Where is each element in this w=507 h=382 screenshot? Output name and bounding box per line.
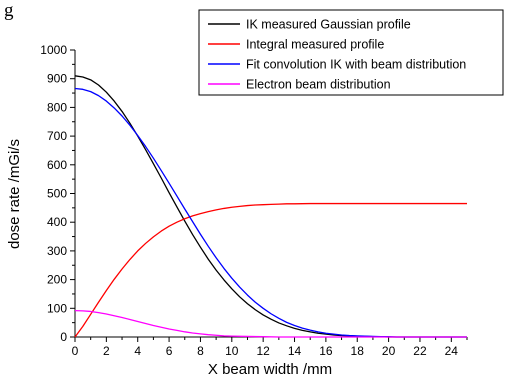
legend-label: Fit convolution IK with beam distributio… — [246, 58, 466, 72]
series-line-3 — [74, 87, 467, 338]
x-tick-label: 10 — [225, 344, 239, 358]
y-tick-label: 300 — [47, 244, 67, 258]
series-line-2 — [74, 202, 467, 338]
y-tick-label: 500 — [47, 187, 67, 201]
x-axis-title: X beam width /mm — [208, 361, 332, 378]
x-tick-label: 14 — [288, 344, 302, 358]
x-tick-label: 24 — [445, 344, 459, 358]
series-line-4 — [74, 309, 467, 338]
x-tick-label: 0 — [72, 344, 79, 358]
x-tick-label: 12 — [256, 344, 270, 358]
y-axis-title: dose rate /mGi/s — [6, 139, 23, 249]
legend: IK measured Gaussian profile Integral mea… — [198, 9, 504, 96]
legend-label: Integral measured profile — [246, 38, 384, 52]
x-tick-label: 18 — [351, 344, 365, 358]
y-tick-label: 700 — [47, 129, 67, 143]
x-tick-label: 4 — [134, 344, 141, 358]
y-tick-label: 100 — [47, 301, 67, 315]
y-tick-label: 400 — [47, 215, 67, 229]
y-tick-label: 0 — [60, 330, 67, 344]
x-tick-label: 20 — [382, 344, 396, 358]
x-tick-label: 8 — [197, 344, 204, 358]
y-tick-label: 600 — [47, 158, 67, 172]
legend-label: IK measured Gaussian profile — [246, 18, 411, 32]
legend-box — [198, 9, 504, 96]
x-tick-label: 6 — [166, 344, 173, 358]
legend-label: Electron beam distribution — [246, 78, 391, 92]
figure-caption: g — [4, 0, 14, 21]
x-tick-label: 16 — [319, 344, 333, 358]
series-layer — [74, 75, 467, 338]
y-tick-label: 900 — [47, 72, 67, 86]
x-tick-label: 22 — [413, 344, 427, 358]
y-tick-label: 200 — [47, 273, 67, 287]
axes-layer: 0 2 4 6 8 10 12 14 16 18 20 22 240100200300400500600… — [40, 43, 468, 358]
y-tick-label: 800 — [47, 100, 67, 114]
y-tick-label: 1000 — [40, 43, 67, 57]
x-tick-label: 2 — [103, 344, 110, 358]
series-line-1 — [74, 75, 467, 338]
